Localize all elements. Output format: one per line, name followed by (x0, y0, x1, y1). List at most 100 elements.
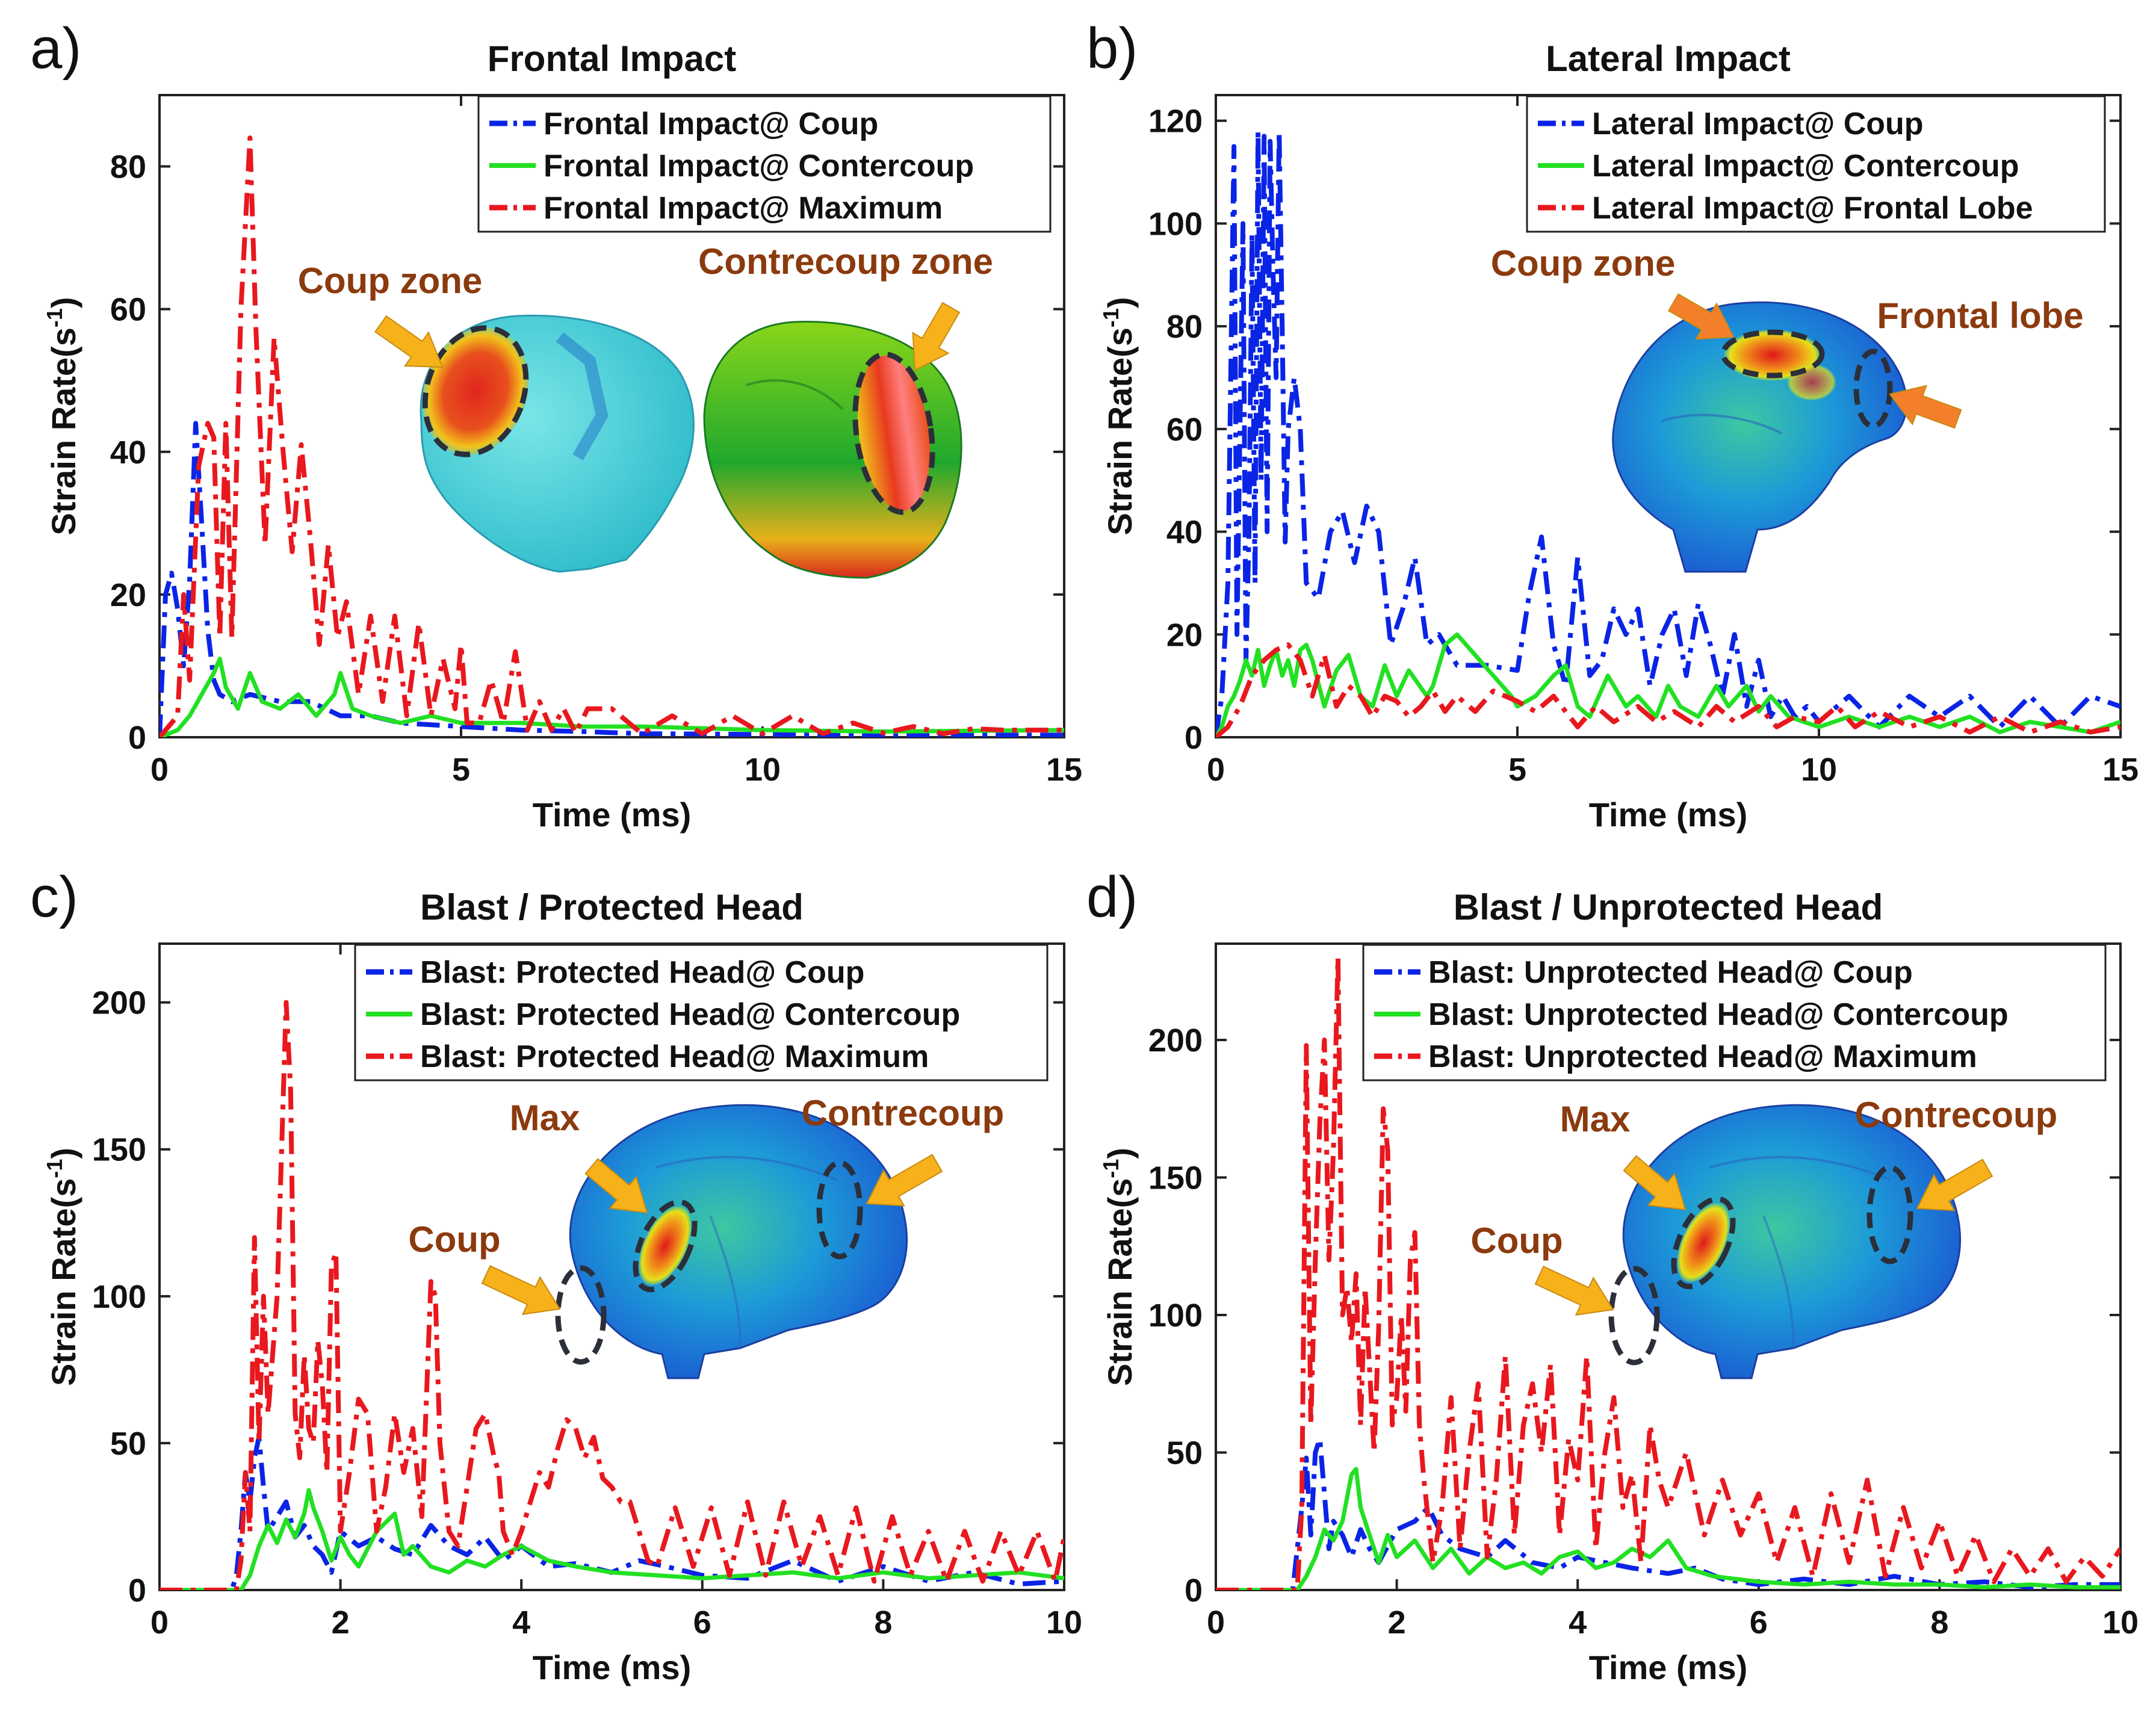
y-tick-label: 0 (128, 1573, 146, 1609)
y-tick-label: 20 (110, 577, 146, 613)
series-line-coup (160, 1435, 1064, 1590)
legend-label: Blast: Unprotected Head@ Contercoup (1428, 997, 2009, 1032)
x-tick-label: 5 (1508, 752, 1526, 788)
x-tick-label: 10 (1046, 1604, 1082, 1641)
legend-label: Blast: Protected Head@ Maximum (420, 1039, 929, 1074)
legend-label: Blast: Unprotected Head@ Maximum (1428, 1039, 1977, 1074)
arrow-shape (1916, 1159, 1993, 1211)
series-line-coup (1216, 1436, 2120, 1590)
heat-spot (639, 1206, 692, 1286)
x-tick-label: 5 (452, 752, 470, 788)
panel-a: a) Frontal Impact 0 5 10 15 0 20 40 60 80 Time (ms)… (30, 16, 1082, 834)
y-tick-label: 200 (92, 985, 146, 1021)
series-line-third (160, 135, 1064, 737)
annotation-label: Coup zone (1491, 243, 1676, 283)
ellipse-marker (1608, 1266, 1660, 1366)
brain-sulcus (1709, 1156, 1891, 1181)
y-tick-label: 40 (1166, 515, 1203, 551)
y-axis-label-main: Strain Rate(s (45, 1178, 82, 1386)
arrow-icon (1623, 1155, 1687, 1211)
arrow-icon (912, 302, 961, 371)
arrow-icon (481, 1265, 561, 1316)
ellipse-marker (816, 1160, 863, 1260)
heat-spot (422, 327, 529, 455)
arrow-shape (481, 1265, 561, 1316)
legend-box (1362, 944, 2107, 1081)
series-group (160, 135, 1064, 737)
y-axis-label-sup: -1 (1098, 1159, 1123, 1178)
y-tick-label: 80 (110, 149, 146, 185)
legend-box (354, 944, 1049, 1081)
arrow-shape (1889, 385, 1962, 429)
x-axis-label: Time (ms) (1589, 1648, 1747, 1686)
arrow-shape (584, 1158, 648, 1214)
arrow-shape (1534, 1266, 1614, 1316)
x-tick-label: 2 (332, 1604, 350, 1641)
series-line-third (1216, 955, 2120, 1590)
axes-frame (158, 94, 1065, 738)
x-tick-label: 6 (1750, 1604, 1768, 1641)
axes-frame (158, 942, 1065, 1591)
arrow-icon (584, 1158, 648, 1214)
x-tick-label: 15 (2102, 752, 2139, 788)
arrow-icon (1916, 1159, 1993, 1211)
y-axis-label: Strain Rate(s-1) (42, 297, 82, 535)
brain-sulcus (1661, 413, 1782, 435)
y-axis-label-end: ) (1101, 1148, 1139, 1159)
x-tick-label: 2 (1388, 1604, 1406, 1641)
y-axis-label-end: ) (45, 297, 82, 308)
brain-sulcus (655, 1156, 837, 1181)
series-group (1216, 128, 2120, 737)
brain-sulcus (709, 1215, 742, 1349)
x-tick-label: 0 (150, 1604, 169, 1641)
heat-spot (857, 356, 931, 511)
y-tick-label: 120 (1148, 104, 1203, 140)
y-tick-label: 100 (1148, 1298, 1203, 1334)
annotation-label: Contrecoup (802, 1093, 1005, 1133)
arrow-shape (912, 302, 961, 371)
series-group (1216, 955, 2120, 1590)
arrow-icon (866, 1154, 943, 1207)
x-axis-label: Time (ms) (533, 796, 691, 834)
x-tick-label: 0 (1207, 752, 1225, 788)
x-tick-label: 4 (1569, 1604, 1587, 1641)
series-line-coup (1216, 128, 2120, 737)
legend-label: Blast: Unprotected Head@ Coup (1428, 955, 1913, 990)
annotation-label: Coup (408, 1219, 500, 1260)
ellipse-marker (1866, 1165, 1913, 1264)
y-tick-label: 50 (1166, 1435, 1203, 1471)
brain-heatmap-image (1612, 301, 1907, 573)
arrow-icon (1889, 385, 1962, 429)
annotation-label: Coup (1470, 1221, 1563, 1261)
series-line-contercoup (160, 1488, 1064, 1590)
y-tick-label: 0 (128, 720, 146, 756)
series-line-contercoup (1216, 1467, 2120, 1590)
axes-frame (1215, 942, 2122, 1591)
brain-sulcus (1762, 1215, 1795, 1349)
x-tick-label: 4 (512, 1604, 530, 1641)
ellipse-marker (1853, 348, 1893, 429)
brain-heatmap-image (1622, 1104, 1962, 1379)
heat-spot (1788, 364, 1836, 400)
y-axis-label-main: Strain Rate(s (1101, 327, 1139, 535)
x-tick-label: 0 (150, 752, 169, 788)
y-axis-label-sup: -1 (42, 1159, 67, 1178)
chart-title: Frontal Impact (488, 39, 736, 79)
chart-title: Lateral Impact (1546, 39, 1791, 79)
x-axis-label: Time (ms) (1589, 796, 1747, 834)
ellipse-marker (1671, 1196, 1736, 1290)
legend-label: Frontal Impact@ Maximum (544, 191, 943, 226)
legend: Frontal Impact@ Coup Frontal Impact@ Cont… (477, 95, 1052, 233)
legend: Blast: Unprotected Head@ Coup Blast: Unpr… (1362, 944, 2107, 1081)
arrow-icon (1668, 293, 1735, 340)
y-tick-label: 0 (1185, 720, 1203, 756)
y-tick-label: 0 (1185, 1573, 1203, 1609)
y-axis-label: Strain Rate(s-1) (1098, 1148, 1139, 1386)
legend-label: Frontal Impact@ Coup (544, 107, 878, 141)
arrow-shape (374, 315, 444, 368)
arrow-icon (374, 315, 444, 368)
legend-box (477, 95, 1052, 233)
series-line-contercoup (160, 657, 1064, 737)
